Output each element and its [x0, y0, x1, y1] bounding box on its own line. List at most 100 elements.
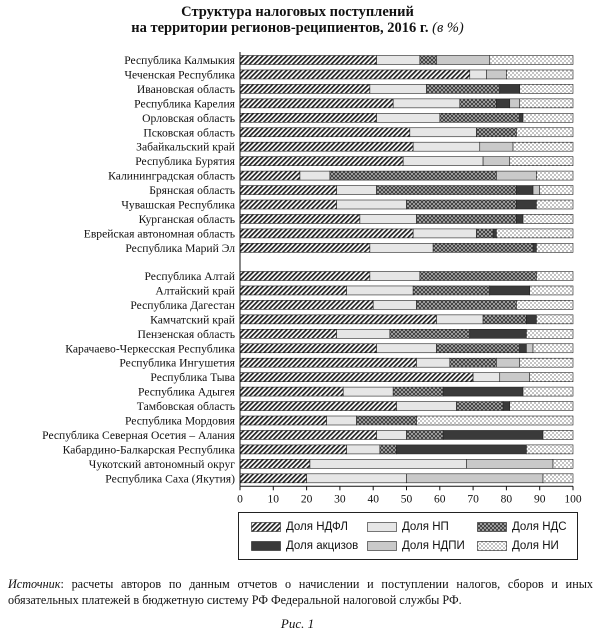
bar-segment: [239, 459, 311, 469]
bar-segment: [442, 430, 544, 440]
bar-segment: [519, 357, 574, 368]
bar-segment: [239, 156, 404, 166]
bar-segment: [542, 430, 574, 440]
bar-segment: [459, 98, 497, 109]
bar-segment: [239, 55, 377, 65]
x-tick-label: 90: [534, 493, 546, 505]
bar-segment: [522, 214, 574, 224]
bar-segment: [496, 228, 574, 239]
category-label: Тамбовская область: [137, 400, 235, 413]
bar-segment: [406, 430, 444, 440]
category-label: Республика Ингушетия: [119, 357, 235, 370]
bar-segment: [336, 328, 391, 339]
bar-segment: [402, 156, 484, 166]
bar-segment: [436, 343, 521, 354]
legend-item: Доля НДФЛ: [251, 521, 348, 533]
category-label: Республика Калмыкия: [124, 54, 235, 67]
bar-segment: [509, 156, 574, 166]
category-label: Республика Адыгея: [138, 386, 236, 399]
category-label: Брянская область: [149, 184, 235, 197]
category-label: Камчатский край: [150, 313, 235, 326]
bar-segment: [239, 386, 344, 397]
bar-segment: [239, 343, 377, 354]
source-label: Источник: [8, 577, 61, 591]
bar-segment: [239, 127, 411, 138]
bar-segment: [239, 243, 371, 253]
bar-segment: [419, 271, 537, 281]
bar-segment: [342, 386, 394, 397]
legend-item: Доля акцизов: [251, 540, 358, 552]
legend-swatch-rect: [251, 522, 281, 532]
bar-segment: [392, 98, 461, 109]
bar-segment: [239, 285, 347, 296]
bar-segment: [519, 84, 574, 94]
category-label: Республика Северная Осетия – Алания: [42, 429, 235, 442]
bar-segment: [369, 84, 427, 94]
x-axis: 0 10 20 30 40 50 60 70 80 90 100: [237, 52, 582, 505]
bar-segment: [396, 444, 527, 455]
bar-segment: [439, 113, 521, 123]
legend-label: Доля НИ: [512, 540, 559, 552]
bar-segment: [306, 473, 407, 484]
bar-segment: [239, 314, 437, 325]
bar-segment: [479, 141, 514, 152]
bar-segment: [506, 69, 574, 80]
bar-segment: [532, 243, 537, 253]
bar-segment: [369, 243, 434, 253]
x-tick-label: 70: [467, 493, 479, 505]
category-label: Курганская область: [139, 213, 235, 226]
bar-segment: [309, 459, 467, 469]
category-label: Забайкальский край: [136, 141, 235, 154]
bar-segment: [522, 113, 574, 123]
bar-segment: [396, 401, 457, 411]
bar-segment: [516, 300, 574, 310]
bar-segment: [502, 401, 511, 411]
bar-segment: [239, 185, 337, 195]
legend-item: Доля НП: [367, 521, 449, 533]
bar-segment: [516, 214, 524, 224]
legend-swatch-rect: [251, 541, 281, 551]
bar-segment: [519, 98, 574, 109]
bar-segment: [239, 300, 374, 310]
category-label: Карачаево-Черкесская Республика: [65, 342, 235, 355]
x-tick-label: 80: [501, 493, 513, 505]
bar-segment: [359, 214, 417, 224]
category-label: Орловская область: [142, 112, 235, 125]
category-label: Чеченская Республика: [125, 68, 235, 81]
bar-segment: [376, 185, 517, 195]
bar-segment: [516, 127, 574, 138]
bar-segment: [482, 314, 527, 325]
bar-segment: [536, 314, 574, 325]
bar-segment: [456, 401, 504, 411]
bar-segment: [522, 386, 574, 397]
bar-segment: [392, 386, 444, 397]
category-label: Республика Мордовия: [125, 415, 236, 428]
bar-segment: [239, 357, 417, 368]
bar-segment: [436, 55, 491, 65]
legend-label: Доля НДФЛ: [286, 521, 348, 533]
bar-segment: [376, 55, 421, 65]
bar-segment: [239, 430, 377, 440]
bar-segment: [346, 444, 381, 455]
bar-segment: [512, 141, 574, 152]
bar-segment: [412, 141, 481, 152]
bar-segment: [416, 214, 517, 224]
bar-segment: [389, 328, 471, 339]
category-label: Чукотский автономный округ: [89, 458, 235, 471]
bar-segment: [336, 199, 407, 210]
bar-segment: [442, 386, 524, 397]
category-label: Республика Дагестан: [130, 299, 235, 312]
bar-segment: [476, 127, 517, 138]
bar-segment: [412, 285, 491, 296]
bar-segment: [299, 170, 331, 181]
bar-segment: [239, 473, 307, 484]
bar-segment: [516, 185, 534, 195]
source-note: Источник: расчеты авторов по данным отче…: [8, 576, 593, 608]
category-label: Еврейская автономная область: [84, 227, 235, 240]
bar-segment: [542, 473, 574, 484]
bar-segment: [536, 271, 574, 281]
bar-segment: [469, 69, 487, 80]
bar-segment: [376, 343, 437, 354]
bar-segment: [376, 430, 407, 440]
